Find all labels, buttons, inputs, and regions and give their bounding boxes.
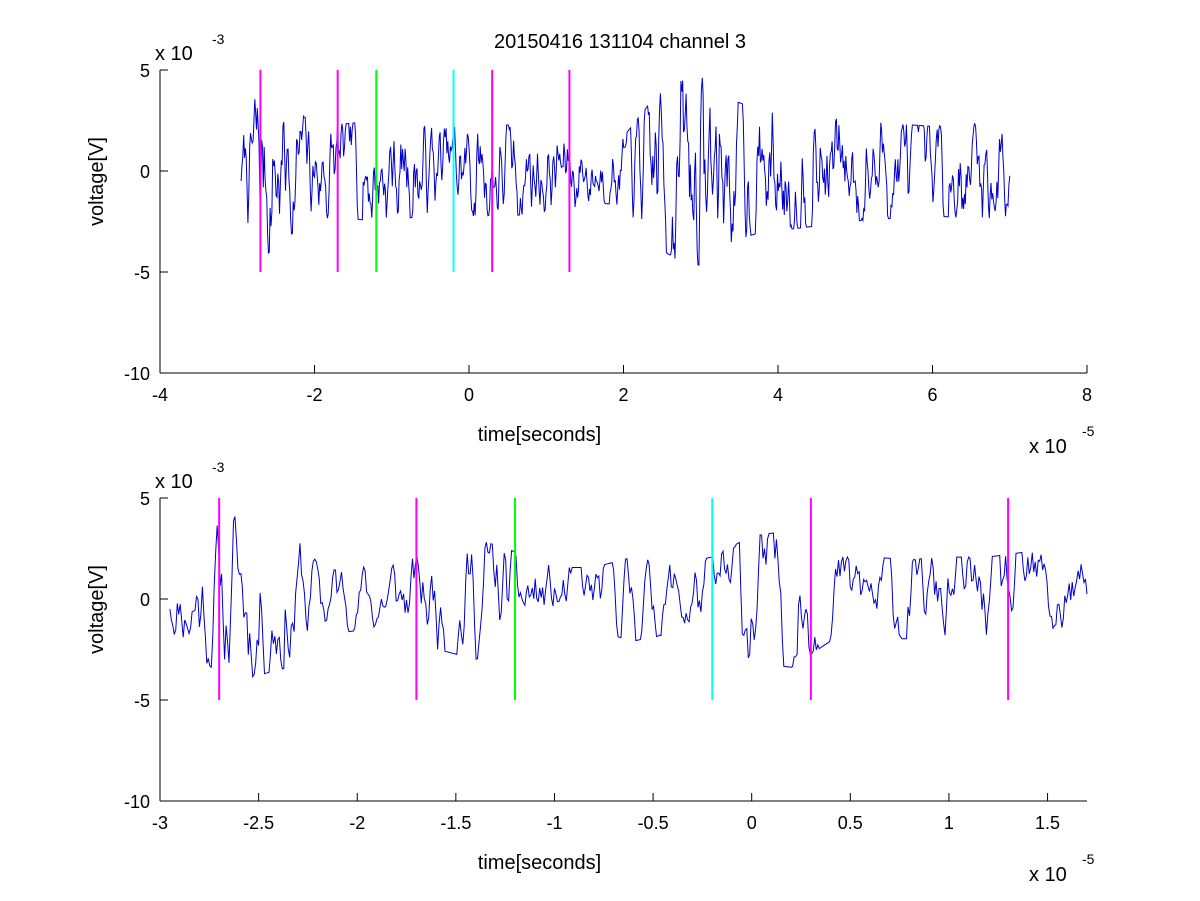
bottom-x-tick-label: -3	[152, 813, 168, 833]
bottom-y-multiplier: x 10	[155, 471, 193, 493]
bottom-y-tick-label: 0	[140, 590, 150, 610]
bottom-plot: -3 -2.5 -2 -1.5 -1 -0.5 0 0.5 1 1.5 -10 -5 0 5 time[se…	[86, 459, 1095, 886]
top-x-exponent: -5	[1082, 423, 1095, 439]
bottom-y-axis-label: voltage[V]	[86, 565, 108, 654]
bottom-signal-line	[169, 516, 1088, 679]
top-y-exponent: -3	[212, 31, 225, 47]
bottom-y-tick-label: -5	[134, 691, 150, 711]
top-x-tick-label: 2	[618, 385, 628, 405]
top-y-multiplier: x 10	[155, 43, 193, 65]
bottom-x-tick-label: 0	[747, 813, 757, 833]
top-x-tick-label: 8	[1082, 385, 1092, 405]
top-x-tick-label: 4	[773, 385, 783, 405]
bottom-x-tick-label: 0.5	[838, 813, 863, 833]
top-y-tick-label: -10	[124, 364, 150, 384]
bottom-x-tick-label: 1.5	[1035, 813, 1060, 833]
bottom-x-exponent: -5	[1082, 851, 1095, 867]
bottom-x-axis-label: time[seconds]	[478, 852, 601, 874]
top-x-axis-label: time[seconds]	[478, 424, 601, 446]
top-y-tick-label: 5	[140, 61, 150, 81]
bottom-x-tick-label: -2	[349, 813, 365, 833]
bottom-x-tick-label: -1.5	[440, 813, 471, 833]
top-x-tick-label: -4	[152, 385, 168, 405]
top-x-tick-label: 6	[927, 385, 937, 405]
bottom-y-tick-label: 5	[140, 489, 150, 509]
top-x-tick-label: 0	[464, 385, 474, 405]
top-y-tick-label: 0	[140, 162, 150, 182]
top-signal-line	[240, 77, 1011, 266]
bottom-x-tick-label: -1	[546, 813, 562, 833]
bottom-x-multiplier: x 10	[1029, 864, 1067, 886]
chart-title: 20150416 131104 channel 3	[494, 31, 746, 53]
bottom-x-tick-label: -2.5	[243, 813, 274, 833]
bottom-y-tick-label: -10	[124, 792, 150, 812]
top-plot: -4 -2 0 2 4 6 8 -10 -5 0 5 time[seconds] voltage[V] x…	[86, 31, 1095, 458]
top-x-multiplier: x 10	[1029, 436, 1067, 458]
top-y-axis-label: voltage[V]	[86, 137, 108, 226]
bottom-x-tick-label: 1	[944, 813, 954, 833]
top-y-tick-label: -5	[134, 263, 150, 283]
top-x-tick-label: -2	[306, 385, 322, 405]
bottom-y-exponent: -3	[212, 459, 225, 475]
bottom-x-tick-label: -0.5	[638, 813, 669, 833]
